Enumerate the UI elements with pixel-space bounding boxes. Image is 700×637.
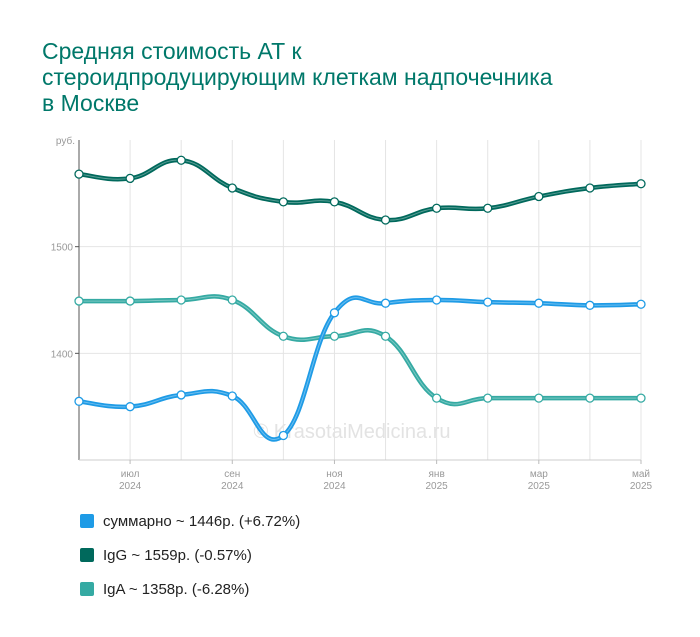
data-point-iga[interactable] bbox=[483, 393, 493, 403]
data-point-total[interactable] bbox=[329, 308, 340, 318]
series-line-highlight-total bbox=[78, 297, 642, 440]
data-point-iga[interactable] bbox=[431, 393, 442, 403]
data-point-total[interactable] bbox=[278, 430, 289, 441]
data-point-igg[interactable] bbox=[329, 197, 340, 207]
data-point-igg[interactable] bbox=[278, 197, 289, 207]
data-point-iga[interactable] bbox=[74, 296, 84, 306]
chart-title-line-3: в Москве bbox=[42, 90, 140, 116]
data-point-iga[interactable] bbox=[585, 393, 595, 403]
data-point-iga[interactable] bbox=[329, 331, 340, 341]
series-line-total bbox=[76, 295, 644, 442]
legend-swatch-iga bbox=[80, 582, 94, 596]
x-tick-label-month: ноя bbox=[326, 469, 343, 480]
series-line-igg bbox=[76, 158, 644, 223]
x-tick-label-year: 2024 bbox=[119, 481, 142, 492]
data-point-igg[interactable] bbox=[125, 173, 135, 184]
data-point-igg[interactable] bbox=[227, 183, 237, 193]
data-point-total[interactable] bbox=[431, 295, 442, 305]
data-point-total[interactable] bbox=[176, 390, 186, 400]
line-chart: © KrasotaiMedicina.ru руб.14001500июл202… bbox=[51, 135, 653, 492]
chart-legend: суммарно ~ 1446р. (+6.72%) IgG ~ 1559р. … bbox=[80, 510, 300, 612]
data-point-total[interactable] bbox=[74, 396, 84, 406]
data-point-total[interactable] bbox=[483, 297, 493, 307]
x-tick-label-month: июл bbox=[121, 469, 140, 480]
chart-points bbox=[74, 155, 646, 441]
chart-series bbox=[76, 158, 644, 442]
x-tick-label-month: сен bbox=[224, 469, 240, 480]
data-point-iga[interactable] bbox=[125, 296, 135, 306]
data-point-igg[interactable] bbox=[380, 215, 391, 225]
data-point-total[interactable] bbox=[534, 298, 544, 308]
chart-axes: руб.14001500июл2024сен2024ноя2024янв2025… bbox=[51, 135, 653, 492]
data-point-igg[interactable] bbox=[534, 191, 544, 202]
data-point-iga[interactable] bbox=[636, 393, 646, 403]
data-point-total[interactable] bbox=[380, 298, 391, 308]
y-tick-label: 1500 bbox=[51, 243, 74, 254]
data-point-iga[interactable] bbox=[534, 393, 544, 403]
legend-label-iga: IgA ~ 1358р. (-6.28%) bbox=[103, 580, 250, 598]
x-tick-label-year: 2024 bbox=[221, 481, 244, 492]
x-tick-label-year: 2025 bbox=[426, 481, 449, 492]
y-tick-label: 1400 bbox=[51, 349, 74, 360]
data-point-total[interactable] bbox=[585, 300, 595, 310]
legend-item-iga[interactable]: IgA ~ 1358р. (-6.28%) bbox=[80, 578, 300, 600]
watermark: © KrasotaiMedicina.ru bbox=[253, 421, 450, 443]
series-line-highlight-iga bbox=[78, 295, 641, 405]
chart-title: Средняя стоимость АТ к стероидпродуцирую… bbox=[42, 38, 642, 116]
x-tick-label-year: 2024 bbox=[323, 481, 346, 492]
x-tick-label-year: 2025 bbox=[528, 481, 551, 492]
data-point-total[interactable] bbox=[636, 299, 646, 309]
x-tick-label-year: 2025 bbox=[630, 481, 653, 492]
chart-title-line-1: Средняя стоимость АТ к bbox=[42, 38, 302, 64]
data-point-igg[interactable] bbox=[74, 169, 84, 179]
series-line-iga bbox=[76, 294, 644, 407]
legend-item-total[interactable]: суммарно ~ 1446р. (+6.72%) bbox=[80, 510, 300, 532]
data-point-igg[interactable] bbox=[636, 179, 646, 189]
legend-item-igg[interactable]: IgG ~ 1559р. (-0.57%) bbox=[80, 544, 300, 566]
data-point-iga[interactable] bbox=[176, 295, 186, 305]
data-point-igg[interactable] bbox=[176, 155, 186, 165]
x-tick-label-month: янв bbox=[429, 469, 445, 480]
data-point-igg[interactable] bbox=[585, 183, 595, 193]
data-point-iga[interactable] bbox=[278, 331, 289, 341]
x-tick-label-month: май bbox=[632, 469, 650, 480]
legend-label-igg: IgG ~ 1559р. (-0.57%) bbox=[103, 546, 252, 564]
data-point-iga[interactable] bbox=[227, 295, 237, 305]
x-tick-label-month: мар bbox=[530, 469, 548, 480]
data-point-igg[interactable] bbox=[483, 203, 493, 213]
legend-swatch-total bbox=[80, 514, 94, 528]
data-point-iga[interactable] bbox=[380, 331, 391, 341]
y-axis-unit-label: руб. bbox=[56, 135, 75, 147]
data-point-igg[interactable] bbox=[431, 203, 442, 213]
data-point-total[interactable] bbox=[227, 391, 237, 401]
legend-swatch-igg bbox=[80, 548, 94, 562]
data-point-total[interactable] bbox=[125, 402, 135, 412]
legend-label-total: суммарно ~ 1446р. (+6.72%) bbox=[103, 512, 301, 530]
chart-title-line-2: стероидпродуцирующим клеткам надпочечник… bbox=[42, 64, 553, 90]
